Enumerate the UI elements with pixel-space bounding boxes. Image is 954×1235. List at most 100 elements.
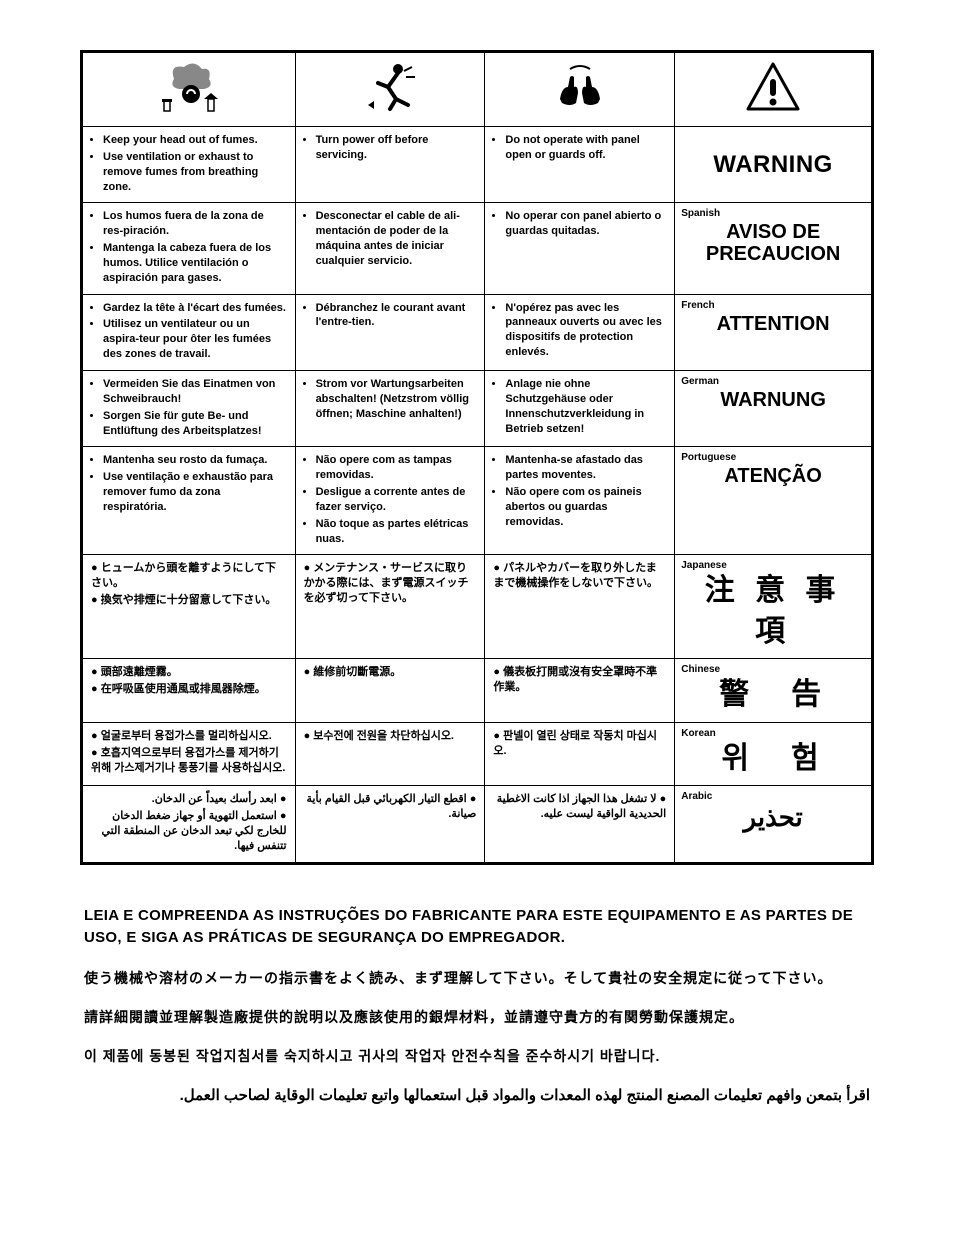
warning-row: ヒュームから頭を離すようにして下さい。換気や排煙に十分留意して下さい。メンテナン…: [82, 555, 873, 659]
warning-item: メンテナンス・サービスに取りかかる際には、まず電源スイッチを必ず切って下さい。: [304, 561, 477, 606]
warning-item: اقطع التيار الكهربائي قبل القيام بأية صي…: [304, 792, 477, 822]
language-label: Japanese: [681, 559, 727, 573]
icon-trip-cell: [295, 52, 485, 127]
language-label: French: [681, 299, 714, 313]
fumes-head-icon: [154, 59, 224, 114]
warning-item: 얼굴로부터 용접가스를 멀리하십시오.: [91, 729, 287, 744]
language-label: Arabic: [681, 790, 712, 804]
warning-cell: メンテナンス・サービスに取りかかる際には、まず電源スイッチを必ず切って下さい。: [295, 555, 485, 659]
warning-item: 판넬이 열린 상태로 작동치 마십시오.: [493, 729, 666, 759]
warning-item: Use ventilação e exhaustão para remover …: [103, 470, 287, 515]
warning-item: Anlage nie ohne Schutzgehäuse oder Innen…: [505, 377, 666, 436]
warning-cell: Strom vor Wartungsarbeiten abschalten! (…: [295, 370, 485, 446]
warning-cell: Desconectar el cable de ali-mentación de…: [295, 203, 485, 294]
warning-item: 頭部遠離煙霧。: [91, 665, 287, 680]
icon-row: [82, 52, 873, 127]
warning-cell: 얼굴로부터 용접가스를 멀리하십시오. 호흡지역으로부터 용접가스를 제거하기 위…: [82, 722, 296, 786]
warning-item: Não opere com as tampas removidas.: [316, 453, 477, 483]
warning-row: Gardez la tête à l'écart des fumées.Util…: [82, 294, 873, 370]
warning-item: Desligue a corrente antes de fazer servi…: [316, 485, 477, 515]
warning-label-cell: Korean위 험: [675, 722, 873, 786]
warning-label-cell: GermanWARNUNG: [675, 370, 873, 446]
hands-panel-icon: [550, 59, 610, 114]
footer-ja: 使う機械や溶材のメーカーの指示書をよく読み、まず理解して下さい。そして貴社の安全…: [84, 968, 870, 989]
warning-item: Gardez la tête à l'écart des fumées.: [103, 301, 287, 316]
warning-cell: 維修前切斷電源。: [295, 659, 485, 723]
warning-word: ATENÇÃO: [683, 465, 863, 487]
warning-word: AVISO DE PRECAUCION: [683, 221, 863, 265]
icon-hands-cell: [485, 52, 675, 127]
warning-item: 儀表板打開或沒有安全罩時不準作業。: [493, 665, 666, 695]
warning-item: Mantenha-se afastado das partes moventes…: [505, 453, 666, 483]
warning-label-cell: PortugueseATENÇÃO: [675, 447, 873, 555]
footer-zh: 請詳細閱讀並理解製造廠提供的說明以及應該使用的銀焊材料，並請遵守貴方的有関勞動保…: [84, 1007, 870, 1028]
warning-word: 위 험: [683, 739, 863, 780]
warning-item: パネルやカバーを取り外したままで機械操作をしないで下さい。: [493, 561, 666, 591]
warning-item: 換気や排煙に十分留意して下さい。: [91, 593, 287, 608]
warning-label-cell: SpanishAVISO DE PRECAUCION: [675, 203, 873, 294]
warning-item: Débranchez le courant avant l'entre-tien…: [316, 301, 477, 331]
warning-label-cell: WARNING: [675, 127, 873, 203]
warning-item: 在呼吸區使用通風或排風器除煙。: [91, 682, 287, 697]
language-label: Korean: [681, 727, 715, 741]
warning-item: استعمل التهوية أو جهاز ضغط الدخان للخارج…: [91, 809, 287, 854]
warning-item: 보수전에 전원을 차단하십시오.: [304, 729, 477, 744]
warning-label-cell: FrenchATTENTION: [675, 294, 873, 370]
warning-item: 維修前切斷電源。: [304, 665, 477, 680]
warning-item: لا تشغل هذا الجهاز اذا كانت الاغطية الحد…: [493, 792, 666, 822]
warning-cell: Los humos fuera de la zona de res-piraci…: [82, 203, 296, 294]
footer-instructions: LEIA E COMPREENDA AS INSTRUÇÕES DO FABRI…: [80, 905, 874, 1108]
language-label: Spanish: [681, 207, 720, 221]
warning-word: WARNUNG: [683, 389, 863, 411]
warning-cell: パネルやカバーを取り外したままで機械操作をしないで下さい。: [485, 555, 675, 659]
warning-cell: Anlage nie ohne Schutzgehäuse oder Innen…: [485, 370, 675, 446]
warning-cell: Mantenha-se afastado das partes moventes…: [485, 447, 675, 555]
warning-item: Los humos fuera de la zona de res-piraci…: [103, 209, 287, 239]
warning-cell: ヒュームから頭を離すようにして下さい。換気や排煙に十分留意して下さい。: [82, 555, 296, 659]
warning-row: Keep your head out of fumes. Use ventilat…: [82, 127, 873, 203]
warning-word: 注 意 事 項: [683, 571, 863, 652]
warning-table: Keep your head out of fumes. Use ventilat…: [80, 50, 874, 865]
language-label: Portuguese: [681, 451, 736, 465]
icon-fumes-cell: [82, 52, 296, 127]
warning-cell: Não opere com as tampas removidas.Deslig…: [295, 447, 485, 555]
icon-warning-cell: [675, 52, 873, 127]
warning-word: ATTENTION: [683, 313, 863, 335]
warning-item: Use ventilation or exhaust to remove fum…: [103, 150, 287, 195]
warning-item: Turn power off before servicing.: [316, 133, 477, 163]
warning-item: ヒュームから頭を離すようにして下さい。: [91, 561, 287, 591]
language-label: Chinese: [681, 663, 720, 677]
warning-row: 頭部遠離煙霧。在呼吸區使用通風或排風器除煙。維修前切斷電源。儀表板打開或沒有安全…: [82, 659, 873, 723]
warning-cell: Do not operate with panel open or guards…: [485, 127, 675, 203]
warning-item: N'opérez pas avec les panneaux ouverts o…: [505, 301, 666, 360]
warning-item: Desconectar el cable de ali-mentación de…: [316, 209, 477, 268]
warning-word: تحذير: [683, 800, 863, 835]
warning-word: WARNING: [683, 149, 863, 181]
warning-cell: Keep your head out of fumes. Use ventilat…: [82, 127, 296, 203]
warning-row: Los humos fuera de la zona de res-piraci…: [82, 203, 873, 294]
footer-ar: اقرأ بتمعن وافهم تعليمات المصنع المنتج ل…: [84, 1085, 870, 1108]
warning-item: Mantenha seu rosto da fumaça.: [103, 453, 287, 468]
warning-cell: 頭部遠離煙霧。在呼吸區使用通風或排風器除煙。: [82, 659, 296, 723]
warning-cell: Gardez la tête à l'écart des fumées.Util…: [82, 294, 296, 370]
warning-label-cell: Arabicتحذير: [675, 786, 873, 863]
warning-cell: Vermeiden Sie das Einatmen von Schweibra…: [82, 370, 296, 446]
warning-item: Keep your head out of fumes.: [103, 133, 287, 148]
warning-cell: No operar con panel abierto o guardas qu…: [485, 203, 675, 294]
warning-cell: 儀表板打開或沒有安全罩時不準作業。: [485, 659, 675, 723]
warning-item: 호흡지역으로부터 용접가스를 제거하기 위해 가스제거기나 통풍기를 사용하십시…: [91, 746, 287, 776]
language-label: German: [681, 375, 719, 389]
warning-row: 얼굴로부터 용접가스를 멀리하십시오. 호흡지역으로부터 용접가스를 제거하기 위…: [82, 722, 873, 786]
warning-row: ابعد رأسك بعيداً عن الدخان. استعمل التهوي…: [82, 786, 873, 863]
warning-item: ابعد رأسك بعيداً عن الدخان.: [91, 792, 287, 807]
warning-item: Vermeiden Sie das Einatmen von Schweibra…: [103, 377, 287, 407]
warning-item: Sorgen Sie für gute Be- und Entlüftung d…: [103, 409, 287, 439]
warning-item: Utilisez un ventilateur ou un aspira-teu…: [103, 317, 287, 362]
warning-item: No operar con panel abierto o guardas qu…: [505, 209, 666, 239]
warning-cell: 판넬이 열린 상태로 작동치 마십시오.: [485, 722, 675, 786]
warning-word: 警 告: [683, 675, 863, 716]
warning-item: Mantenga la cabeza fuera de los humos. U…: [103, 241, 287, 286]
footer-pt: LEIA E COMPREENDA AS INSTRUÇÕES DO FABRI…: [84, 905, 870, 950]
warning-cell: لا تشغل هذا الجهاز اذا كانت الاغطية الحد…: [485, 786, 675, 863]
warning-cell: Débranchez le courant avant l'entre-tien…: [295, 294, 485, 370]
